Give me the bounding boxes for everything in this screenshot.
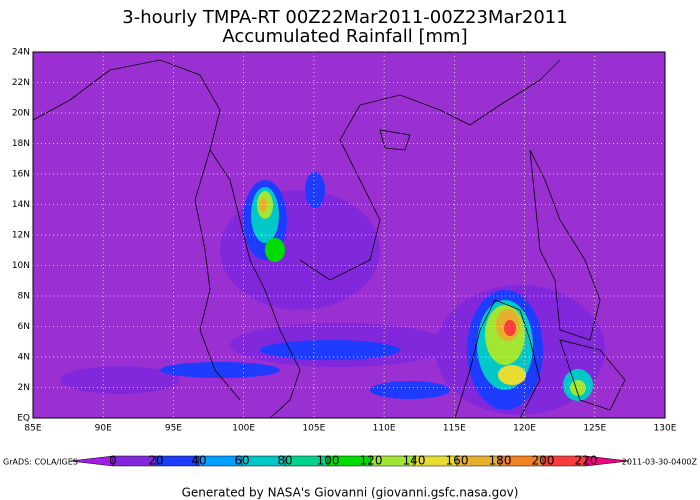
lat-label: 20N [12, 109, 30, 119]
colorbar-label: 120 [360, 454, 383, 468]
colorbar-label: 200 [532, 454, 555, 468]
colorbar-label: 100 [317, 454, 340, 468]
lon-label: 130E [654, 424, 677, 434]
colorbar-label: 40 [191, 454, 206, 468]
lat-label: 10N [12, 261, 30, 271]
footer-left: GrADS: COLA/IGES [3, 458, 78, 467]
lat-label: 22N [12, 78, 30, 88]
colorbar-label: 160 [446, 454, 469, 468]
colorbar-label: 0 [109, 454, 117, 468]
colorbar-label: 180 [489, 454, 512, 468]
map-area [32, 51, 666, 419]
map-frame [32, 51, 666, 419]
colorbar-label: 60 [234, 454, 249, 468]
lat-label: 2N [18, 383, 30, 393]
colorbar-label: 140 [403, 454, 426, 468]
lat-label: 16N [12, 170, 30, 180]
lat-label: 4N [18, 353, 30, 363]
footer-credit: Generated by NASA's Giovanni (giovanni.g… [182, 486, 519, 500]
footer-right: 2011-03-30-0400Z [622, 458, 698, 467]
lat-label: 24N [12, 48, 30, 58]
lat-label: 6N [18, 322, 30, 332]
lon-label: 110E [373, 424, 396, 434]
lon-label: 120E [513, 424, 536, 434]
colorbar-label: 20 [148, 454, 163, 468]
lon-label: 115E [443, 424, 466, 434]
lon-label: 125E [583, 424, 606, 434]
lon-label: 90E [95, 424, 112, 434]
lat-label: 12N [12, 231, 30, 241]
title-line: Accumulated Rainfall [mm] [222, 26, 467, 47]
lat-label: EQ [17, 414, 30, 424]
rain-field [60, 172, 605, 415]
graticule [33, 52, 665, 418]
colorbar: 0 20 40 60 80 100 120 140 160 180 200 220 [69, 454, 630, 468]
colorbar-label: 220 [575, 454, 598, 468]
lat-label: 8N [18, 292, 30, 302]
colorbar-end [585, 455, 630, 467]
lon-label: 85E [24, 424, 41, 434]
lon-label: 100E [232, 424, 255, 434]
colorbar-label: 80 [277, 454, 292, 468]
title-line: 3-hourly TMPA-RT 00Z22Mar2011-00Z23Mar20… [122, 7, 567, 28]
lat-label: 14N [12, 200, 30, 210]
lon-label: 95E [165, 424, 182, 434]
lon-label: 105E [302, 424, 325, 434]
lat-label: 18N [12, 139, 30, 149]
